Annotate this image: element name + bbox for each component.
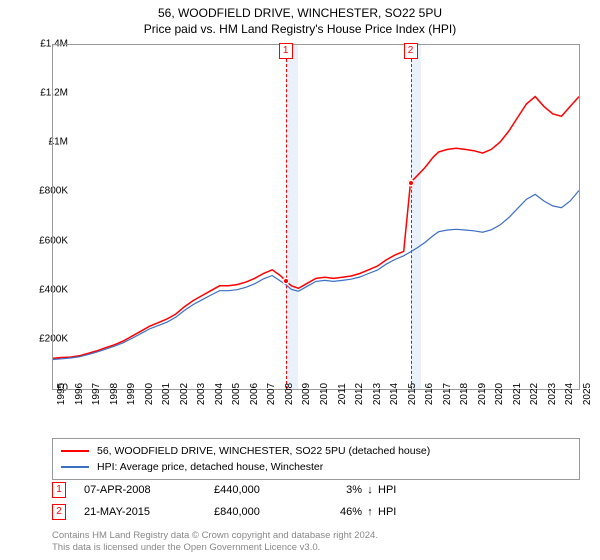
x-axis-tick-label: 2019	[477, 383, 488, 405]
x-axis-tick-label: 2006	[249, 383, 260, 405]
x-axis-tick-label: 2025	[582, 383, 593, 405]
footer-attribution: Contains HM Land Registry data © Crown c…	[52, 530, 378, 554]
series-price_paid	[53, 97, 579, 359]
x-axis-tick-label: 2014	[389, 383, 400, 405]
x-axis-tick-label: 2020	[494, 383, 505, 405]
x-axis-tick-label: 2017	[442, 383, 453, 405]
series-hpi	[53, 191, 579, 360]
sale-delta-2: 46%	[324, 506, 362, 518]
sale-marker-2: 2	[52, 504, 66, 520]
legend-label-hpi: HPI: Average price, detached house, Winc…	[97, 461, 323, 473]
sale-price-1: £440,000	[214, 484, 324, 496]
sale-vs-2: HPI	[378, 506, 396, 518]
sale-date-1: 07-APR-2008	[84, 484, 214, 496]
x-axis-tick-label: 2012	[354, 383, 365, 405]
x-axis-tick-label: 2004	[214, 383, 225, 405]
x-axis-tick-label: 2023	[547, 383, 558, 405]
footer-line2: This data is licensed under the Open Gov…	[52, 542, 378, 554]
x-axis-tick-label: 1996	[74, 383, 85, 405]
chart-plot-area: 12	[52, 44, 580, 390]
legend-item-price: 56, WOODFIELD DRIVE, WINCHESTER, SO22 5P…	[61, 443, 571, 459]
sale-delta-1: 3%	[324, 484, 362, 496]
sale-price-2: £840,000	[214, 506, 324, 518]
x-axis-tick-label: 2015	[407, 383, 418, 405]
x-axis-tick-label: 2021	[512, 383, 523, 405]
up-arrow-icon: ↑	[362, 506, 378, 518]
x-axis-tick-label: 2007	[266, 383, 277, 405]
x-axis-tick-label: 1998	[109, 383, 120, 405]
x-axis-tick-label: 2001	[161, 383, 172, 405]
sale-vs-1: HPI	[378, 484, 396, 496]
x-axis-tick-label: 2005	[231, 383, 242, 405]
sale-row-2: 2 21-MAY-2015 £840,000 46% ↑ HPI	[52, 504, 580, 520]
sale-marker-1: 1	[52, 482, 66, 498]
sale-marker-box: 2	[404, 43, 418, 59]
sale-dot-icon	[282, 277, 289, 284]
chart-svg	[53, 45, 579, 389]
x-axis-tick-label: 1997	[91, 383, 102, 405]
x-axis-tick-label: 2009	[301, 383, 312, 405]
sale-marker-box: 1	[279, 43, 293, 59]
legend-item-hpi: HPI: Average price, detached house, Winc…	[61, 459, 571, 475]
chart-container: 56, WOODFIELD DRIVE, WINCHESTER, SO22 5P…	[0, 0, 600, 560]
sale-dot-icon	[407, 179, 414, 186]
x-axis-tick-label: 2010	[319, 383, 330, 405]
legend-label-price: 56, WOODFIELD DRIVE, WINCHESTER, SO22 5P…	[97, 445, 430, 457]
x-axis-tick-label: 2011	[337, 383, 348, 405]
sale-row-1: 1 07-APR-2008 £440,000 3% ↓ HPI	[52, 482, 580, 498]
x-axis-tick-label: 2024	[564, 383, 575, 405]
sale-date-2: 21-MAY-2015	[84, 506, 214, 518]
x-axis-tick-label: 1995	[56, 383, 67, 405]
footer-line1: Contains HM Land Registry data © Crown c…	[52, 530, 378, 542]
x-axis-tick-label: 2016	[424, 383, 435, 405]
title-block: 56, WOODFIELD DRIVE, WINCHESTER, SO22 5P…	[0, 0, 600, 38]
title-line1: 56, WOODFIELD DRIVE, WINCHESTER, SO22 5P…	[0, 6, 600, 20]
down-arrow-icon: ↓	[362, 484, 378, 496]
x-axis-tick-label: 1999	[126, 383, 137, 405]
legend-box: 56, WOODFIELD DRIVE, WINCHESTER, SO22 5P…	[52, 438, 580, 480]
x-axis-tick-label: 2000	[144, 383, 155, 405]
title-line2: Price paid vs. HM Land Registry's House …	[0, 22, 600, 36]
x-axis-tick-label: 2008	[284, 383, 295, 405]
x-axis-tick-label: 2022	[529, 383, 540, 405]
x-axis-tick-label: 2002	[179, 383, 190, 405]
legend-swatch-price	[61, 450, 89, 452]
x-axis-tick-label: 2013	[372, 383, 383, 405]
x-axis-tick-label: 2018	[459, 383, 470, 405]
x-axis-tick-label: 2003	[196, 383, 207, 405]
legend-swatch-hpi	[61, 466, 89, 468]
